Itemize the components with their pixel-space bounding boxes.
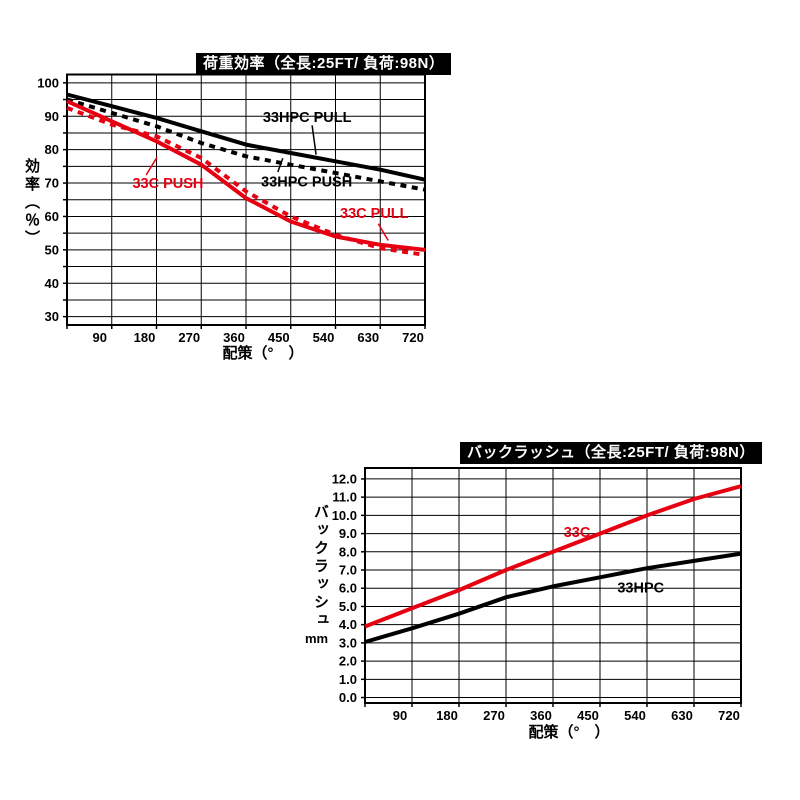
backlash-unit-label: mm xyxy=(305,631,329,646)
plot-border xyxy=(364,467,742,704)
leader-line-33c-pull xyxy=(377,223,389,241)
y-tick-label: 11.0 xyxy=(332,490,357,505)
series-label-33hpc-pull: 33HPC PULL xyxy=(263,110,352,126)
x-tick-label: 450 xyxy=(577,708,599,723)
y-tick-label: 30 xyxy=(45,309,59,324)
series-line-33c-push xyxy=(66,106,426,257)
y-tick-label: 60 xyxy=(45,209,59,224)
load-efficiency-y-axis-title: 効率（％） xyxy=(23,158,40,248)
series-label-33c: 33C xyxy=(564,525,591,541)
x-tick-label: 720 xyxy=(402,330,424,345)
leader-line-33hpc-pull xyxy=(311,125,317,155)
load-efficiency-chart-title: 荷重効率（全長:25FT/ 負荷:98N） xyxy=(196,53,452,75)
x-tick-label: 270 xyxy=(178,330,200,345)
series-line-33c xyxy=(364,484,742,629)
x-tick-label: 540 xyxy=(313,330,335,345)
x-tick-label: 360 xyxy=(530,708,552,723)
y-tick-label: 1.0 xyxy=(339,672,357,687)
series-line-33hpc-push xyxy=(66,97,426,192)
y-tick-label: 0.0 xyxy=(339,690,357,705)
x-tick-label: 720 xyxy=(718,708,740,723)
y-tick-label: 3.0 xyxy=(339,635,357,650)
y-tick-label: 6.0 xyxy=(339,581,357,596)
backlash-chart-title: バックラッシュ（全長:25FT/ 負荷:98N） xyxy=(460,442,762,464)
y-tick-label: 8.0 xyxy=(339,544,357,559)
y-tick-label: 80 xyxy=(45,142,59,157)
leader-line-33c-push xyxy=(145,156,158,176)
x-tick-label: 360 xyxy=(223,330,245,345)
y-tick-label: 40 xyxy=(45,276,59,291)
x-tick-label: 630 xyxy=(357,330,379,345)
backlash-y-axis-title: バックラッシュ xyxy=(312,504,329,630)
y-tick-label: 12.0 xyxy=(332,471,357,486)
y-tick-label: 7.0 xyxy=(339,563,357,578)
y-tick-label: 90 xyxy=(45,109,59,124)
series-label-33hpc: 33HPC xyxy=(617,580,664,596)
y-tick-label: 50 xyxy=(45,242,59,257)
y-tick-label: 100 xyxy=(37,75,59,90)
x-tick-label: 90 xyxy=(393,708,407,723)
y-tick-label: 5.0 xyxy=(339,599,357,614)
series-label-33c-pull: 33C PULL xyxy=(340,206,409,222)
x-tick-label: 90 xyxy=(93,330,107,345)
x-tick-label: 540 xyxy=(624,708,646,723)
y-tick-label: 4.0 xyxy=(339,617,357,632)
load-efficiency-chart: 100 90 80 70 60 50 40 30 90 180 270 360 450 540 630 720… xyxy=(37,73,426,345)
backlash-x-axis-title: 配策（° ） xyxy=(528,724,610,741)
series-label-33hpc-push: 33HPC PUSH xyxy=(261,175,352,191)
series-label-33c-push: 33C PUSH xyxy=(132,176,203,192)
leader-line-33hpc-push xyxy=(277,158,284,173)
y-tick-label: 10.0 xyxy=(332,508,357,523)
load-efficiency-x-axis-title: 配策（° ） xyxy=(222,345,304,362)
series-line-33hpc xyxy=(364,551,742,644)
x-tick-label: 630 xyxy=(671,708,693,723)
x-tick-label: 180 xyxy=(436,708,458,723)
x-tick-label: 270 xyxy=(483,708,505,723)
series-line-33hpc-pull xyxy=(66,92,426,182)
y-tick-label: 9.0 xyxy=(339,526,357,541)
x-tick-label: 180 xyxy=(134,330,156,345)
y-tick-label: 70 xyxy=(45,176,59,191)
x-tick-label: 450 xyxy=(268,330,290,345)
y-tick-label: 2.0 xyxy=(339,654,357,669)
backlash-chart: 12.0 11.0 10.0 9.0 8.0 7.0 6.0 5.0 4.0 3.0 2.0 1.0 0… xyxy=(332,467,742,723)
